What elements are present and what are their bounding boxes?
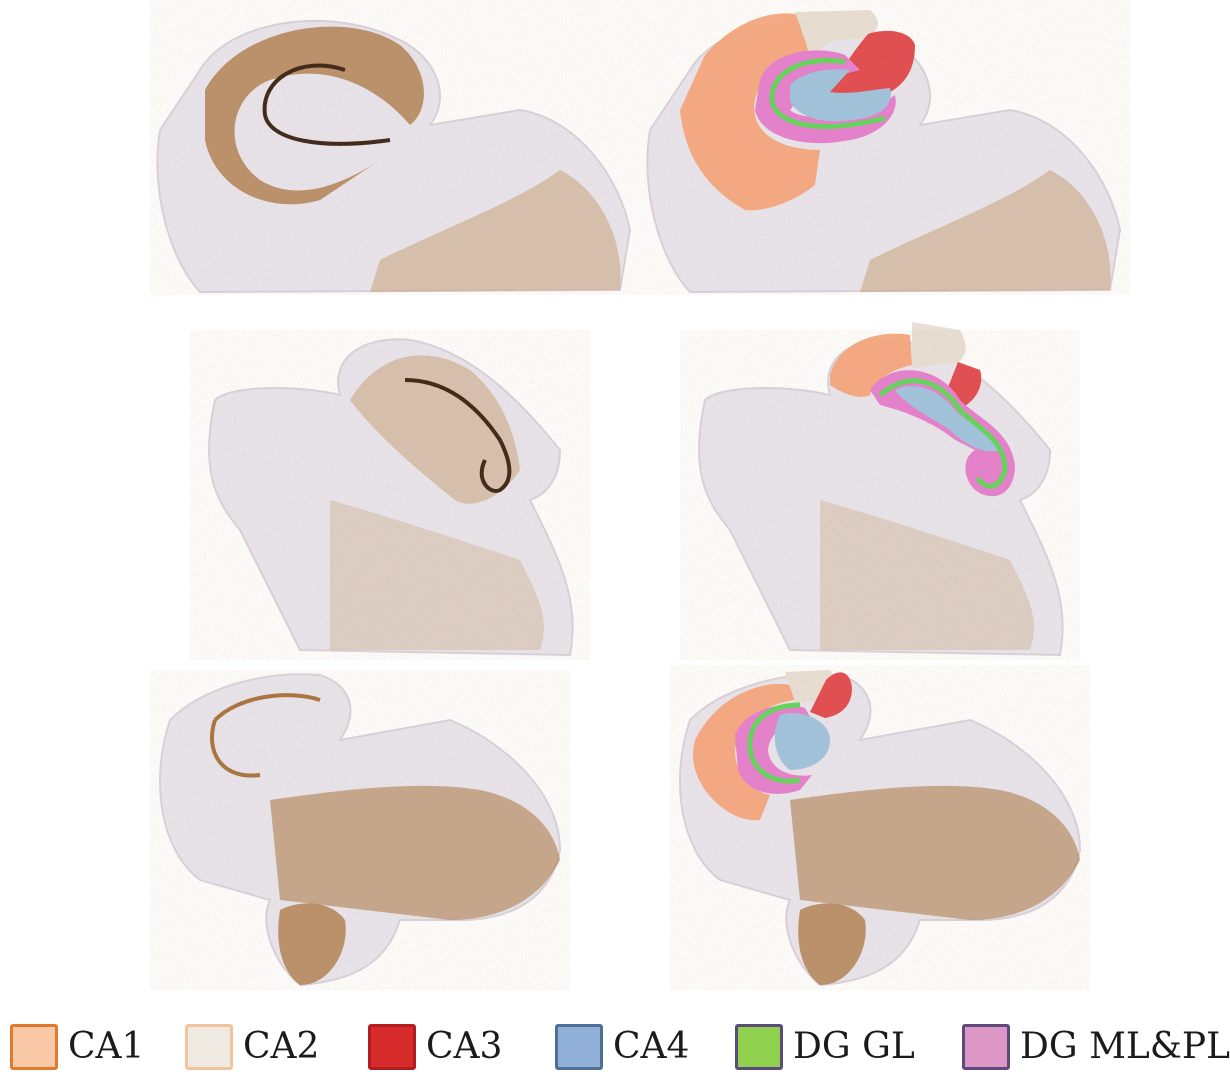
legend: CA1 CA2 CA3 CA4 DG GL DG ML&PL (0, 1012, 1230, 1080)
legend-label-ca3: CA3 (426, 1026, 503, 1067)
legend-label-dg-ml-pl: DG ML&PL (1020, 1026, 1230, 1067)
legend-swatch-ca4 (555, 1024, 603, 1070)
section-row1-segmented (640, 0, 1130, 295)
legend-swatch-dg-gl (735, 1024, 783, 1070)
legend-item-dg-gl: DG GL (735, 1020, 915, 1074)
legend-label-ca2: CA2 (243, 1026, 320, 1067)
legend-item-ca4: CA4 (555, 1020, 689, 1074)
section-row2-stained (190, 330, 590, 660)
figure-panels (150, 0, 1130, 990)
legend-item-ca2: CA2 (185, 1020, 319, 1074)
legend-item-ca1: CA1 (10, 1020, 144, 1074)
section-row3-segmented (670, 665, 1090, 990)
legend-swatch-dg-ml-pl (962, 1024, 1010, 1070)
section-row1-stained (150, 0, 640, 295)
legend-swatch-ca3 (368, 1024, 416, 1070)
legend-label-ca4: CA4 (613, 1026, 690, 1067)
legend-item-dg-ml-pl: DG ML&PL (962, 1020, 1230, 1074)
section-row2-segmented (680, 322, 1080, 660)
legend-item-ca3: CA3 (368, 1020, 502, 1074)
legend-label-ca1: CA1 (68, 1026, 145, 1067)
legend-swatch-ca1 (10, 1024, 58, 1070)
section-row3-stained (150, 670, 570, 990)
legend-swatch-ca2 (185, 1024, 233, 1070)
legend-label-dg-gl: DG GL (793, 1026, 915, 1067)
